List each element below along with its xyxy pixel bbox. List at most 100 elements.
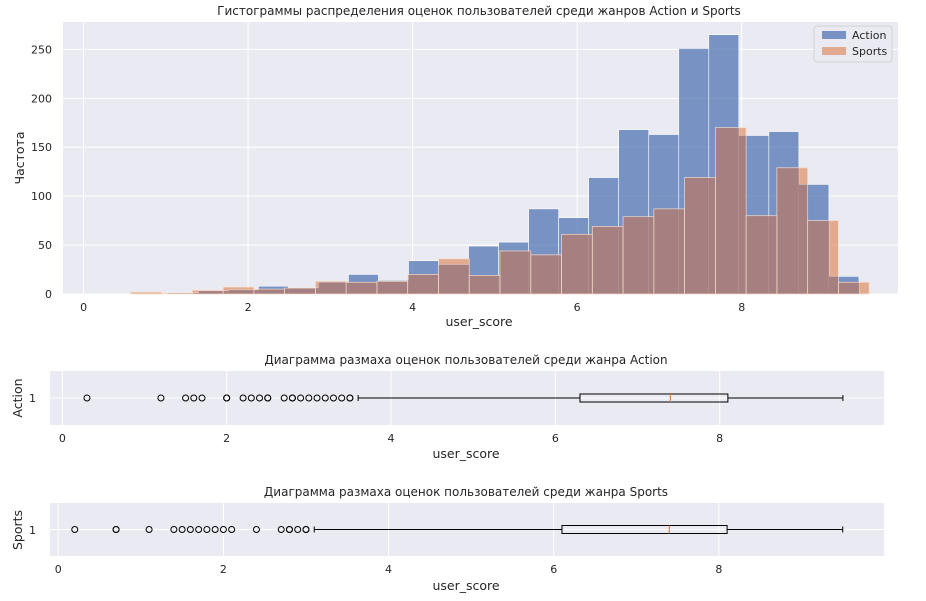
action-boxplot-y-axis-label: Action bbox=[10, 378, 25, 417]
x-tick-label: 8 bbox=[738, 301, 745, 314]
outlier-point bbox=[252, 526, 260, 533]
outlier-point bbox=[186, 526, 194, 533]
overlap-bar bbox=[168, 293, 193, 294]
y-tick-label: 200 bbox=[31, 92, 52, 105]
outlier-point bbox=[280, 394, 288, 402]
outlier-point bbox=[247, 394, 255, 402]
overlap-bar bbox=[499, 250, 529, 294]
outlier-point bbox=[228, 526, 236, 533]
outlier-point bbox=[305, 394, 313, 402]
outlier-point bbox=[288, 394, 296, 402]
legend-label-sports: Sports bbox=[852, 45, 888, 58]
x-tick-label: 4 bbox=[385, 563, 392, 576]
outlier-point bbox=[190, 394, 198, 402]
action-boxplot bbox=[83, 393, 844, 403]
overlap-bar bbox=[315, 288, 319, 294]
legend-label-action: Action bbox=[852, 29, 886, 42]
overlap-bar bbox=[776, 167, 799, 294]
overlap-bar bbox=[198, 291, 224, 294]
x-tick-label: 0 bbox=[55, 563, 62, 576]
overlap-bar bbox=[498, 275, 500, 294]
action-boxplot-category-tick: 1 bbox=[29, 392, 36, 405]
overlap-bar bbox=[592, 226, 619, 294]
sports-boxplot-y-axis-label: Sports bbox=[10, 510, 25, 550]
overlap-bar bbox=[746, 215, 769, 294]
outlier-point bbox=[239, 394, 247, 402]
sports-boxplot-title: Диаграмма размаха оценок пользователей с… bbox=[264, 485, 668, 499]
outlier-point bbox=[178, 526, 186, 533]
overlap-bar bbox=[558, 254, 562, 294]
x-tick-label: 0 bbox=[59, 432, 66, 445]
overlap-bar bbox=[648, 216, 654, 294]
overlap-bar bbox=[768, 215, 777, 294]
x-tick-label: 6 bbox=[552, 432, 559, 445]
sports-bar-edge bbox=[807, 220, 839, 295]
histogram-y-ticks: 0 50 100 150 200 250 bbox=[31, 43, 52, 301]
box-iqr bbox=[561, 525, 728, 534]
overlap-bar bbox=[653, 208, 679, 294]
outlier-point bbox=[277, 526, 285, 533]
histogram-title: Гистограммы распределения оценок пользов… bbox=[217, 4, 741, 18]
action-boxplot-title: Диаграмма размаха оценок пользователей с… bbox=[264, 353, 667, 367]
action-boxplot-panel: Диаграмма размаха оценок пользователей с… bbox=[10, 353, 884, 461]
outlier-point bbox=[346, 394, 354, 402]
overlap-bar bbox=[223, 291, 229, 294]
sports-boxplot bbox=[71, 525, 844, 534]
x-tick-label: 2 bbox=[245, 301, 252, 314]
sports-boxplot-x-ticks: 0 2 4 6 8 bbox=[55, 563, 723, 576]
action-boxplot-x-ticks: 0 2 4 6 8 bbox=[59, 432, 723, 445]
outlier-point bbox=[321, 394, 329, 402]
outlier-point bbox=[211, 526, 219, 533]
outlier-point bbox=[157, 394, 165, 402]
x-tick-label: 6 bbox=[574, 301, 581, 314]
overlap-bar bbox=[798, 184, 808, 294]
overlap-bar bbox=[708, 177, 716, 294]
overlap-bar bbox=[288, 288, 316, 294]
overlap-bar bbox=[407, 280, 409, 294]
overlap-bar bbox=[438, 264, 469, 294]
overlap-bar bbox=[838, 282, 859, 294]
overlap-bar bbox=[828, 276, 839, 294]
overlap-bar bbox=[715, 127, 739, 294]
x-tick-label: 2 bbox=[223, 432, 230, 445]
legend-swatch-sports bbox=[822, 47, 846, 55]
x-tick-label: 8 bbox=[716, 432, 723, 445]
y-tick-label: 50 bbox=[38, 239, 52, 252]
sports-boxplot-panel: Диаграмма размаха оценок пользователей с… bbox=[10, 485, 884, 593]
overlap-bar bbox=[684, 177, 709, 294]
outlier-point bbox=[264, 394, 272, 402]
legend-swatch-action bbox=[822, 31, 846, 39]
sports-boxplot-category-tick: 1 bbox=[29, 524, 36, 537]
x-tick-label: 8 bbox=[715, 563, 722, 576]
overlap-bar bbox=[530, 254, 559, 294]
outlier-point bbox=[285, 526, 293, 533]
histogram-panel: Гистограммы распределения оценок пользов… bbox=[12, 4, 898, 329]
x-tick-label: 4 bbox=[387, 432, 394, 445]
sports-bar-edge bbox=[838, 281, 870, 295]
overlap-bar bbox=[192, 293, 199, 294]
outlier-point bbox=[302, 526, 310, 533]
overlap-bar bbox=[408, 274, 439, 294]
x-tick-label: 2 bbox=[220, 563, 227, 576]
overlap-bar bbox=[623, 216, 649, 294]
overlap-bar bbox=[348, 282, 377, 294]
outlier-point bbox=[195, 526, 203, 533]
overlap-bar bbox=[253, 290, 259, 294]
overlap-bar bbox=[284, 288, 289, 294]
outlier-point bbox=[198, 394, 206, 402]
outlier-point bbox=[170, 526, 178, 533]
overlap-bar bbox=[738, 135, 747, 294]
overlap-bar bbox=[678, 208, 685, 294]
overlap-bar bbox=[807, 220, 829, 294]
y-tick-label: 100 bbox=[31, 190, 52, 203]
overlap-bar bbox=[561, 234, 589, 294]
y-tick-label: 150 bbox=[31, 141, 52, 154]
outlier-point bbox=[145, 526, 153, 533]
outlier-point bbox=[83, 394, 91, 402]
outlier-point bbox=[71, 526, 79, 533]
outlier-point bbox=[182, 394, 190, 402]
outlier-point bbox=[313, 394, 321, 402]
sports-boxplot-x-axis-label: user_score bbox=[432, 578, 499, 593]
overlap-bars bbox=[130, 127, 870, 295]
